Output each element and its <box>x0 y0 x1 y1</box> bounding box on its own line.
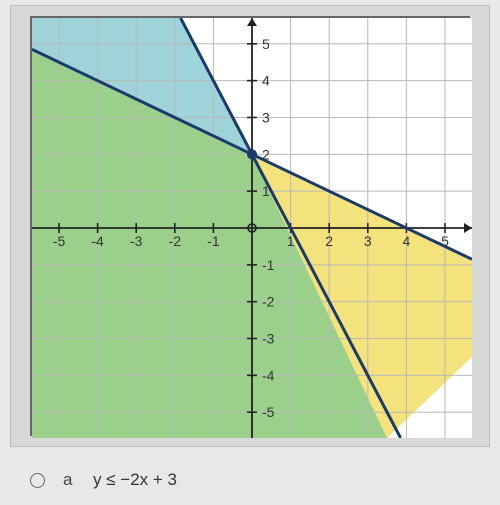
svg-text:4: 4 <box>402 233 410 249</box>
svg-text:3: 3 <box>262 109 270 125</box>
inequality-graph-svg: -5-5-4-4-3-3-2-2-1-11122334455 <box>32 18 472 438</box>
radio-icon[interactable] <box>30 473 45 488</box>
svg-text:-2: -2 <box>169 233 182 249</box>
svg-text:2: 2 <box>325 233 333 249</box>
answer-option-a[interactable]: a y ≤ −2x + 3 <box>0 452 500 490</box>
svg-text:-4: -4 <box>91 233 104 249</box>
option-letter: a <box>63 470 75 490</box>
option-text: y ≤ −2x + 3 <box>93 470 177 490</box>
svg-text:-1: -1 <box>207 233 220 249</box>
svg-text:5: 5 <box>262 36 270 52</box>
svg-text:-5: -5 <box>262 404 275 420</box>
svg-text:-1: -1 <box>262 257 275 273</box>
svg-text:-4: -4 <box>262 367 275 383</box>
svg-text:-2: -2 <box>262 294 275 310</box>
svg-text:4: 4 <box>262 73 270 89</box>
svg-text:-3: -3 <box>262 331 275 347</box>
svg-text:3: 3 <box>364 233 372 249</box>
graph-plot: -5-5-4-4-3-3-2-2-1-11122334455 <box>30 16 470 436</box>
image-frame: -5-5-4-4-3-3-2-2-1-11122334455 <box>10 5 490 447</box>
svg-text:-3: -3 <box>130 233 143 249</box>
svg-text:-5: -5 <box>53 233 66 249</box>
